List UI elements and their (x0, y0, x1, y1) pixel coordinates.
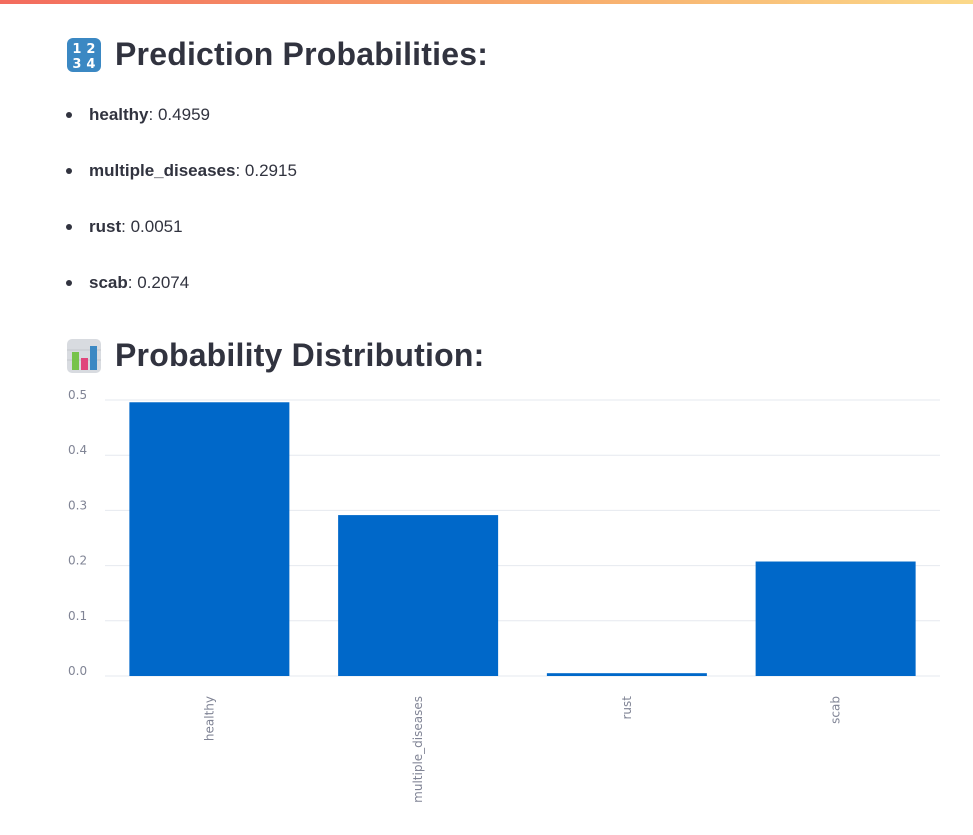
bullet (66, 168, 72, 174)
chart-bars (129, 402, 916, 676)
bar-multiple-diseases (338, 515, 499, 676)
x-tick-label: rust (620, 696, 634, 720)
y-tick-label: 0.3 (68, 498, 87, 512)
probability-label: multiple_diseases (89, 161, 236, 180)
y-tick-label: 0.5 (68, 388, 87, 402)
svg-text:1: 1 (72, 42, 81, 57)
bar-rust (546, 673, 707, 676)
svg-text:4: 4 (86, 57, 95, 72)
y-tick-label: 0.2 (68, 554, 87, 568)
y-tick-label: 0.1 (68, 609, 87, 623)
y-tick-label: 0.4 (68, 443, 87, 457)
bar-healthy (129, 402, 290, 676)
distribution-heading-text: Probability Distribution: (115, 337, 485, 373)
list-item: multiple_diseases: 0.2915 (66, 154, 297, 210)
bullet (66, 280, 72, 286)
x-axis: healthy multiple_diseases rust scab (202, 696, 842, 803)
probability-value: : 0.2074 (127, 273, 190, 292)
probability-value: : 0.4959 (148, 105, 210, 124)
x-tick-label: multiple_diseases (411, 696, 425, 803)
input-numbers-icon: 1 2 3 4 (67, 37, 101, 72)
chart-svg: 0.0 0.1 0.2 0.3 0.4 0.5 healthy multiple_disea… (68, 388, 940, 803)
svg-text:3: 3 (72, 57, 81, 72)
list-item: scab: 0.2074 (66, 266, 297, 322)
bullet (66, 224, 72, 230)
bullet (66, 112, 72, 118)
x-tick-label: scab (829, 696, 843, 724)
list-item: healthy: 0.4959 (66, 98, 297, 154)
prediction-heading-text: Prediction Probabilities: (115, 36, 489, 72)
distribution-heading: Probability Distribution: (66, 337, 484, 374)
probability-label: scab (89, 273, 128, 292)
probability-label: healthy (89, 105, 149, 124)
bar-chart-icon (67, 338, 101, 373)
prediction-heading: 1 2 3 4 Prediction Probabilities: (66, 36, 488, 73)
probability-label: rust (89, 217, 122, 236)
svg-text:2: 2 (86, 42, 95, 57)
bar-scab (755, 561, 916, 676)
probability-value: : 0.0051 (121, 217, 183, 236)
probability-list: healthy: 0.4959 multiple_diseases: 0.291… (66, 98, 297, 322)
y-axis: 0.0 0.1 0.2 0.3 0.4 0.5 (68, 388, 87, 678)
probability-value: : 0.2915 (235, 161, 297, 180)
y-tick-label: 0.0 (68, 664, 87, 678)
probability-bar-chart: 0.0 0.1 0.2 0.3 0.4 0.5 healthy multiple_disea… (0, 380, 973, 835)
header-accent-bar (0, 0, 973, 4)
x-tick-label: healthy (202, 696, 216, 741)
list-item: rust: 0.0051 (66, 210, 297, 266)
